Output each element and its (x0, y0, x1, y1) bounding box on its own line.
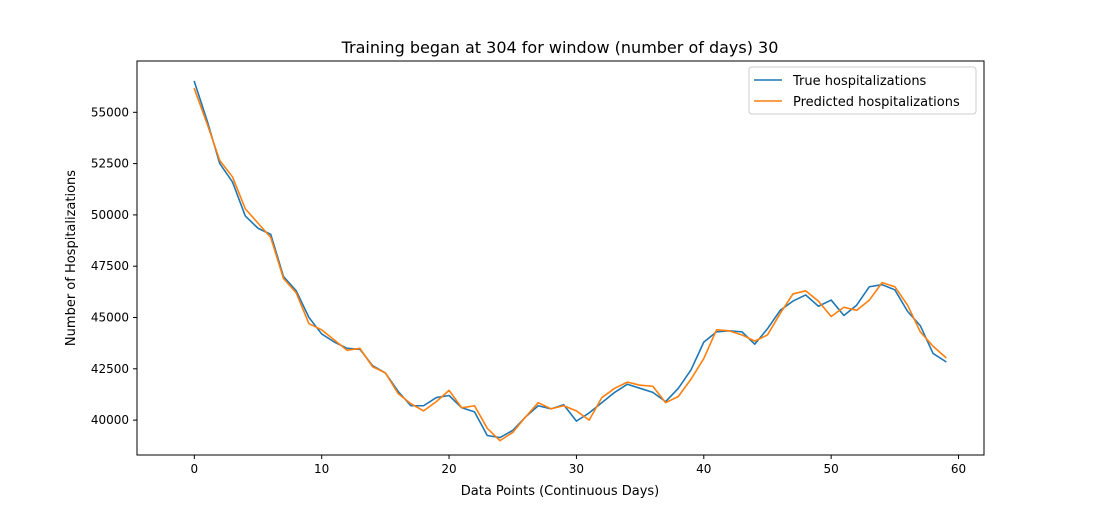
legend-label: Predicted hospitalizations (793, 95, 960, 110)
x-tick-label: 30 (569, 462, 584, 476)
plot-border (136, 60, 985, 456)
legend-label: True hospitalizations (792, 74, 927, 89)
series-layer (193, 80, 947, 442)
x-tick-label: 10 (314, 462, 329, 476)
x-axis-label: Data Points (Continuous Days) (461, 484, 660, 499)
y-tick-label: 45000 (91, 311, 129, 325)
y-tick-label: 42500 (91, 362, 129, 376)
x-tick-label: 60 (951, 462, 966, 476)
x-axis: 0 10 20 30 40 50 60 (190, 455, 966, 476)
legend-box (748, 66, 977, 115)
series-line-predicted-hospitalizations (193, 87, 947, 442)
x-tick-label: 50 (824, 462, 839, 476)
chart-title: Training began at 304 for window (number… (341, 38, 779, 57)
y-tick-label: 40000 (91, 413, 129, 427)
y-tick-label: 50000 (91, 208, 129, 222)
y-tick-label: 52500 (91, 157, 129, 171)
x-tick-label: 20 (441, 462, 456, 476)
y-axis-label: Number of Hospitalizations (64, 170, 79, 346)
y-tick-label: 47500 (91, 259, 129, 273)
legend-entries: True hospitalizations Predicted hospitali… (754, 74, 960, 110)
legend: True hospitalizations Predicted hospitali… (748, 66, 977, 115)
plot-frame (137, 61, 984, 455)
x-tick-label: 0 (190, 462, 198, 476)
plot-area (136, 60, 985, 456)
series-line-true-hospitalizations (193, 80, 947, 439)
x-tick-label: 40 (696, 462, 711, 476)
y-axis: 40000 42500 45000 47500 50000 52500 55000 (91, 105, 137, 427)
y-tick-label: 55000 (91, 105, 129, 119)
